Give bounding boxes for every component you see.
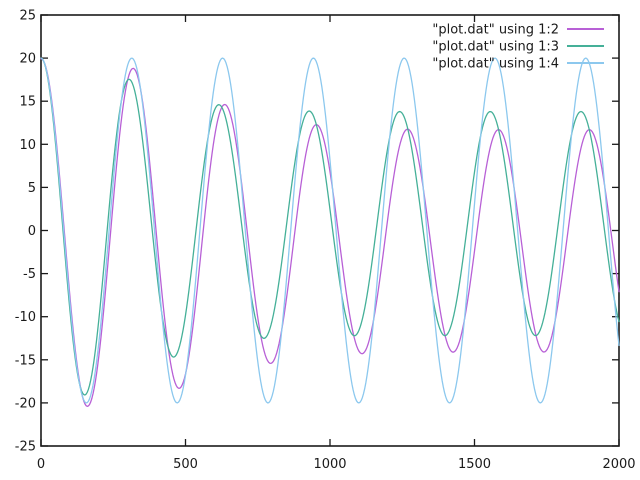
- x-tick-label: 1500: [458, 457, 491, 472]
- legend-label: "plot.dat" using 1:4: [432, 57, 559, 72]
- axis-ticks-group: [40, 14, 620, 447]
- axis-labels-group: 0 500 1000 1500 2000 -25 -20 -15 -10 -5 0 5 10 15 20 25: [15, 9, 636, 473]
- y-tick-label: -15: [15, 353, 36, 368]
- y-tick-label: -20: [15, 396, 36, 411]
- y-tick-label: 0: [28, 224, 36, 239]
- y-tick-label: 25: [19, 9, 36, 24]
- legend-label: "plot.dat" using 1:3: [432, 40, 559, 55]
- y-tick-label: -10: [15, 310, 36, 325]
- y-tick-label: 15: [19, 95, 36, 110]
- x-tick-label: 2000: [602, 457, 635, 472]
- y-tick-label: -5: [23, 267, 36, 282]
- y-tick-label: 5: [28, 181, 36, 196]
- legend-group: "plot.dat" using 1:2 "plot.dat" using 1:3…: [432, 23, 604, 72]
- x-tick-label: 0: [37, 457, 45, 472]
- series-line-2: [40, 57, 620, 396]
- legend-label: "plot.dat" using 1:2: [432, 23, 559, 38]
- x-tick-label: 1000: [313, 457, 346, 472]
- series-lines-group: [40, 57, 620, 407]
- series-line-1: [40, 58, 620, 407]
- y-tick-label: -25: [15, 440, 36, 455]
- series-line-3: [40, 57, 620, 404]
- y-tick-label: 10: [19, 138, 36, 153]
- x-tick-label: 500: [173, 457, 198, 472]
- y-tick-label: 20: [19, 52, 36, 67]
